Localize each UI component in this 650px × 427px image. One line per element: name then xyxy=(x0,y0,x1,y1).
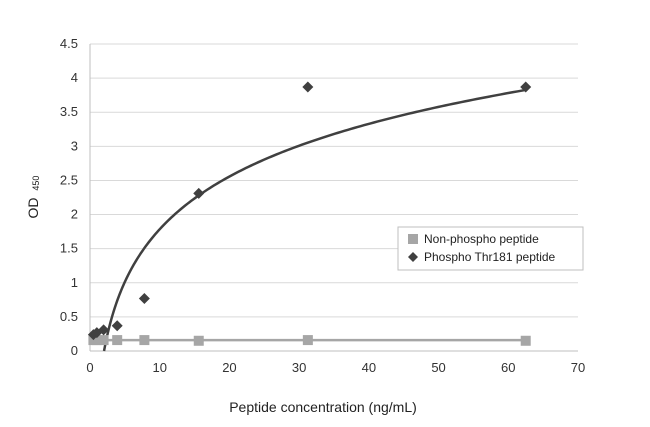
y-tick-label: 1.5 xyxy=(60,241,78,256)
axes xyxy=(89,44,578,352)
x-tick-labels: 0 10 20 30 40 50 60 70 xyxy=(86,360,585,375)
point-phospho-thr181 xyxy=(302,81,314,93)
x-tick-label: 50 xyxy=(431,360,445,375)
y-axis-title: OD 450 xyxy=(25,176,41,219)
y-tick-label: 2.5 xyxy=(60,172,78,187)
point-non-phospho xyxy=(98,335,109,346)
y-axis-title-main: OD xyxy=(25,197,41,218)
point-non-phospho xyxy=(302,335,313,346)
point-phospho-thr181 xyxy=(193,187,205,199)
point-non-phospho xyxy=(91,335,102,346)
y-tick-label: 4.5 xyxy=(60,36,78,51)
x-tick-label: 60 xyxy=(501,360,515,375)
point-non-phospho xyxy=(520,335,531,346)
y-tick-labels: 0 0.5 1 1.5 2 2.5 3 3.5 4 4.5 xyxy=(60,36,78,358)
legend-diamond-marker xyxy=(408,252,418,262)
point-phospho-thr181 xyxy=(111,320,123,332)
y-axis-title-subscript: 450 xyxy=(31,176,41,191)
legend-label-phospho-thr181: Phospho Thr181 peptide xyxy=(424,250,556,264)
x-tick-label: 0 xyxy=(86,360,93,375)
y-tick-label: 1 xyxy=(71,275,78,290)
y-tick-label: 3 xyxy=(71,138,78,153)
point-non-phospho xyxy=(193,335,204,346)
svg-text:OD 450: OD 450 xyxy=(25,176,41,219)
point-phospho-thr181 xyxy=(98,324,110,336)
trendlines xyxy=(93,88,526,352)
legend-box xyxy=(397,226,584,271)
y-tick-label: 3.5 xyxy=(60,104,78,119)
x-tick-label: 70 xyxy=(571,360,585,375)
data-points xyxy=(87,81,532,346)
x-tick-label: 10 xyxy=(152,360,166,375)
y-tick-label: 0 xyxy=(71,343,78,358)
legend: Non-phospho peptide Phospho Thr181 pepti… xyxy=(397,226,584,271)
legend-label-non-phospho: Non-phospho peptide xyxy=(424,232,539,246)
point-non-phospho xyxy=(112,335,123,346)
x-tick-label: 20 xyxy=(222,360,236,375)
y-tick-label: 4 xyxy=(71,70,78,85)
x-tick-label: 40 xyxy=(362,360,376,375)
trendline-phospho-log xyxy=(102,88,526,352)
x-axis-title: Peptide concentration (ng/mL) xyxy=(229,399,417,415)
point-phospho-thr181 xyxy=(138,292,150,304)
y-tick-label: 2 xyxy=(71,207,78,222)
x-tick-label: 30 xyxy=(292,360,306,375)
gridlines xyxy=(90,43,578,318)
point-phospho-thr181 xyxy=(520,81,532,93)
y-tick-label: 0.5 xyxy=(60,309,78,324)
legend-square-marker xyxy=(408,234,418,244)
point-non-phospho xyxy=(139,335,150,346)
